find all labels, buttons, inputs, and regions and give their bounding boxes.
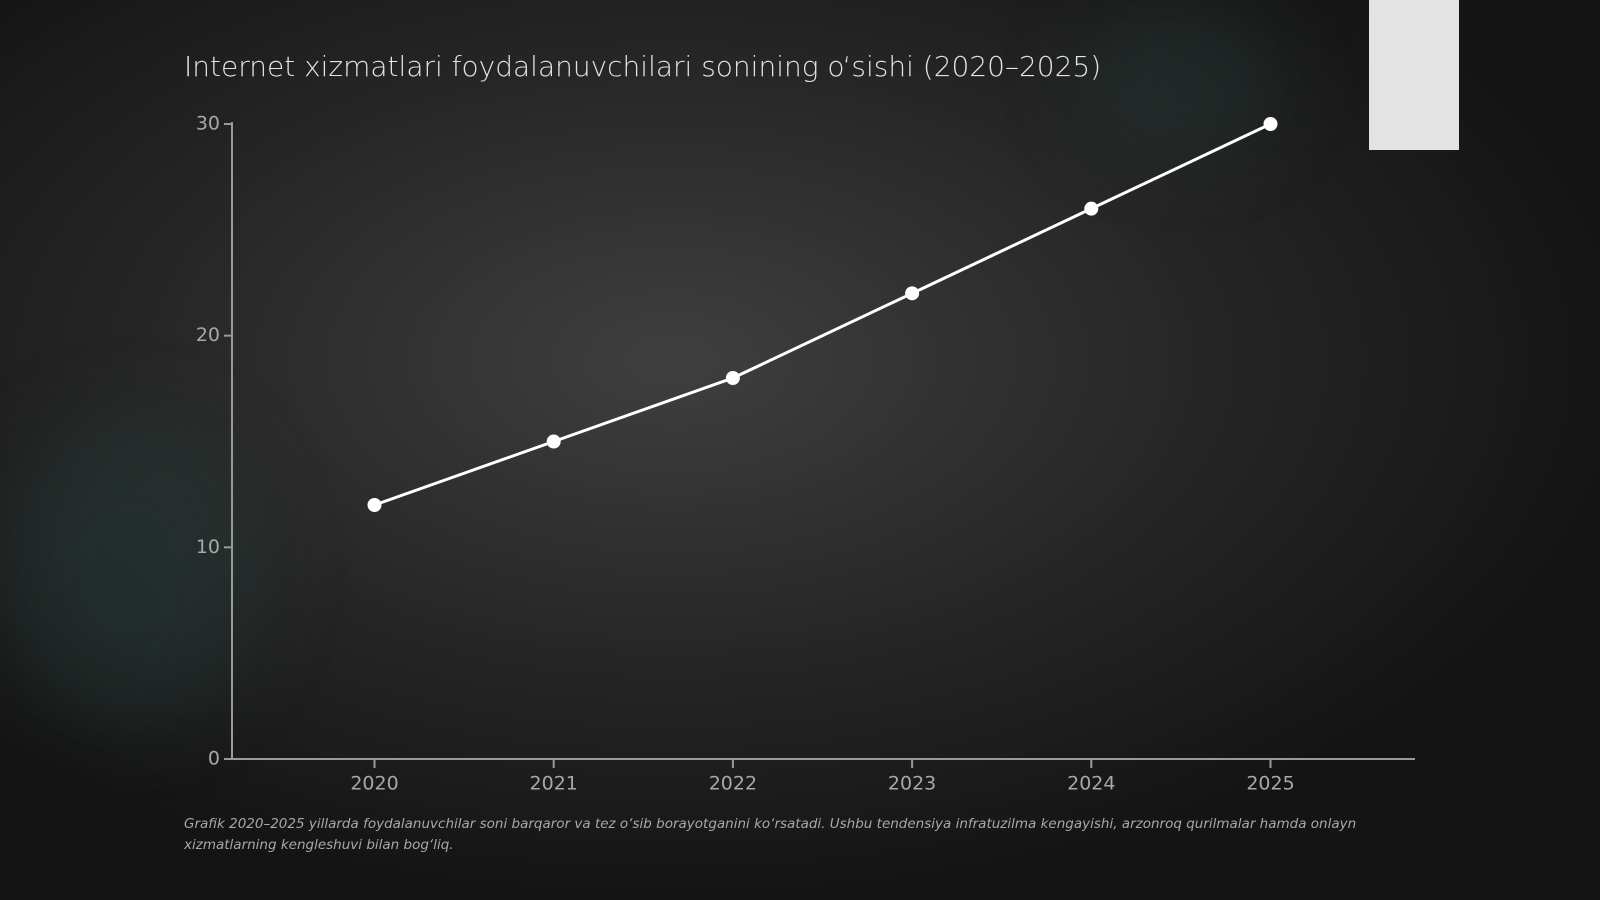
line [373,122,1272,507]
background-glow [1080,10,1280,150]
chart-title: Internet xizmatlari foydalanuvchilari so… [184,50,1101,83]
background-glow [0,420,260,720]
y-tick-label: 30 [196,113,220,135]
x-tick-label: 2025 [1246,773,1294,795]
x-tick-label: 2023 [888,773,936,795]
point [546,434,561,449]
point [1263,117,1278,131]
x-tick-label: 2021 [530,773,578,795]
x-tick-label: 2024 [1067,773,1115,795]
caption: Grafik 2020–2025 yillarda foydalanuvchil… [184,816,1357,853]
point [905,286,920,301]
point [725,371,740,385]
y-tick-label: 0 [208,748,220,770]
point [367,498,382,512]
x-tick-label: 2022 [709,773,757,795]
point [1084,201,1099,216]
y-tick-label: 10 [196,536,220,558]
x-tick-label: 2020 [350,773,398,795]
y-tick-label: 20 [196,324,220,346]
side-panel [1369,0,1459,150]
